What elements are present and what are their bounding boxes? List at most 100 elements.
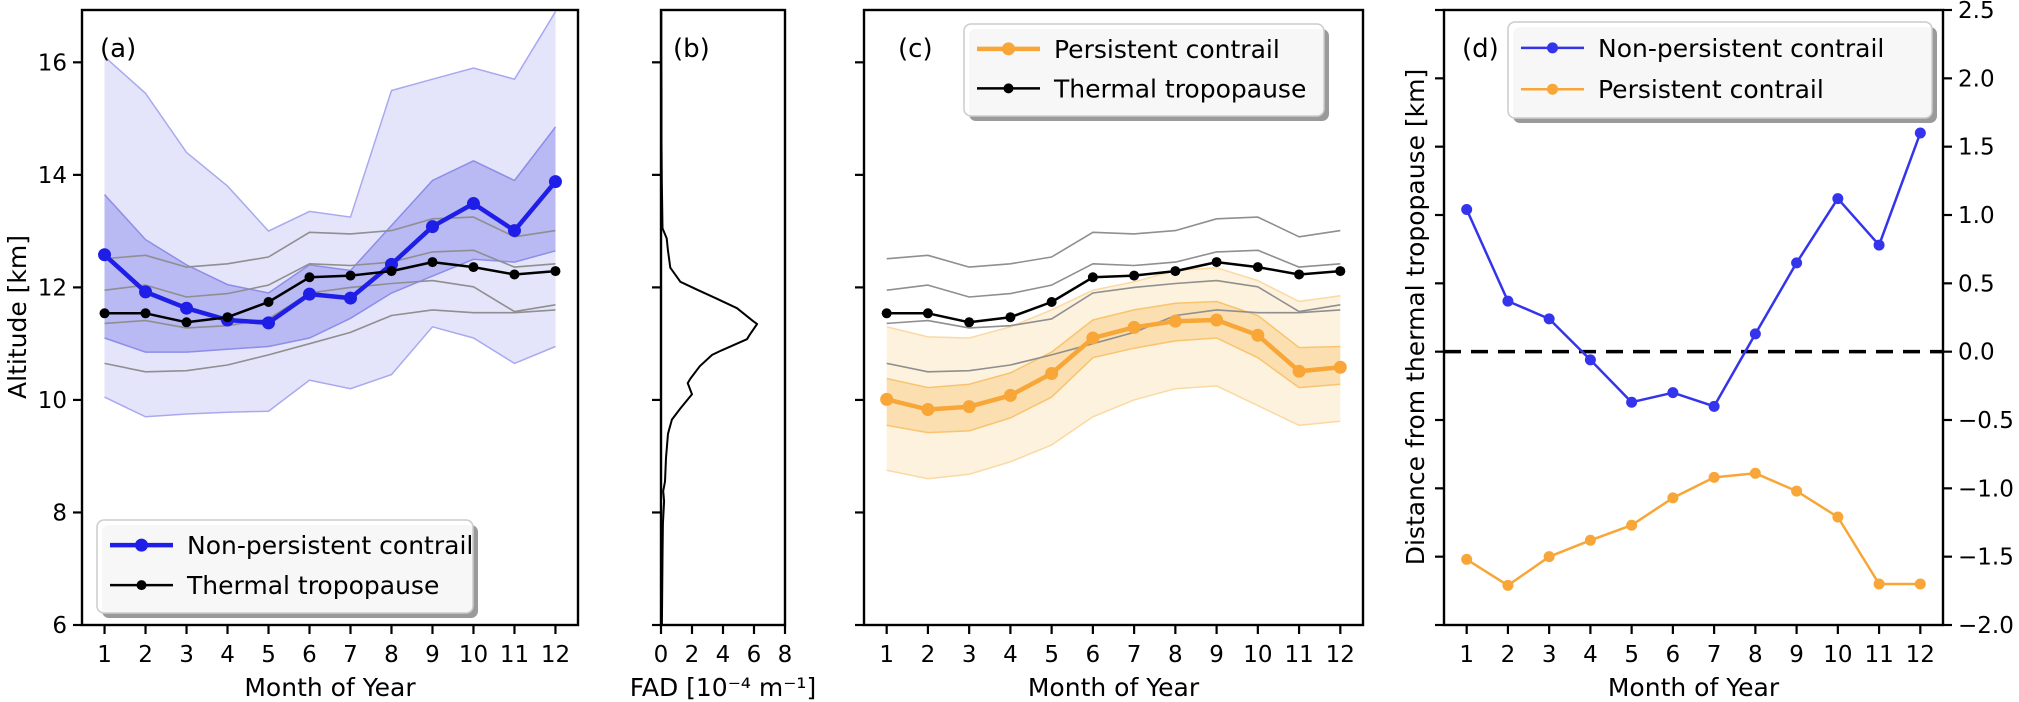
persistent-contrail-5-95-band-bottom-edge — [886, 385, 1341, 480]
y-tick-label: 2.0 — [1958, 66, 1995, 92]
persistent-contrail-line-marker — [1045, 366, 1059, 380]
x-axis-label: FAD [10⁻⁴ m⁻¹] — [630, 673, 816, 702]
thermal-tropopause-line-marker — [1252, 262, 1263, 273]
legend-label-non-persistent-contrail: Non-persistent contrail — [1598, 34, 1884, 63]
x-tick-label: 10 — [1243, 642, 1272, 668]
x-tick-label: 8 — [1168, 642, 1183, 668]
persistent-contrail-line-marker — [1626, 519, 1638, 531]
thermal-tropopause-line-marker — [881, 308, 892, 319]
x-tick-label: 2 — [685, 642, 700, 668]
thermal-tropopause-line — [886, 260, 1341, 324]
x-tick-label: 1 — [97, 642, 112, 668]
thermal-tropopause-line-marker — [140, 308, 151, 319]
panel-d-distance-from-tropopause: 1 2 3 4 5 6 7 8 9 10 11 122.52.01.51.00.50.0−0.5−1.… — [1401, 0, 2014, 702]
non-persistent-contrail-line-marker — [262, 316, 276, 330]
y-tick-label: 0.0 — [1958, 340, 1995, 366]
x-tick-label: 1 — [879, 642, 894, 668]
y-tick-label: 1.5 — [1958, 135, 1995, 161]
non-persistent-contrail-line-marker — [180, 301, 194, 315]
thermal-tropopause-percentile-lines — [886, 279, 1341, 329]
persistent-contrail-line-marker — [1502, 579, 1514, 591]
x-tick-label: 5 — [1624, 642, 1639, 668]
non-persistent-contrail-line-marker — [1502, 295, 1514, 307]
persistent-contrail-5-95-band-top-edge — [886, 266, 1341, 339]
x-tick-label: 4 — [1583, 642, 1598, 668]
thermal-tropopause-line — [104, 260, 556, 324]
y-tick-label: −0.5 — [1958, 408, 2014, 434]
thermal-tropopause-line-marker — [922, 308, 933, 319]
x-tick-label: 7 — [1127, 642, 1142, 668]
x-tick-label: 11 — [1284, 642, 1313, 668]
x-axis-label: Month of Year — [244, 673, 416, 702]
x-tick-label: 4 — [220, 642, 235, 668]
legend-sample-marker-thermal-tropopause — [136, 580, 147, 591]
y-axis-label: Distance from thermal tropopause [km] — [1401, 69, 1430, 566]
non-persistent-contrail-line-marker — [1626, 396, 1638, 408]
persistent-contrail-line-marker — [1251, 328, 1265, 342]
y-tick-label: 8 — [52, 500, 67, 526]
non-persistent-contrail-line-marker — [1667, 387, 1679, 399]
persistent-contrail-line — [1466, 472, 1921, 587]
persistent-contrail-line-marker — [1461, 553, 1473, 565]
persistent-contrail-line-marker — [1292, 364, 1306, 378]
legend-sample-marker-persistent-contrail — [1002, 42, 1015, 56]
x-tick-label: 3 — [179, 642, 194, 668]
x-tick-label: 2 — [921, 642, 936, 668]
persistent-contrail-line-marker — [1210, 313, 1224, 327]
persistent-contrail-line-marker — [1914, 578, 1926, 590]
plot-area — [880, 216, 1347, 480]
x-tick-label: 7 — [343, 642, 358, 668]
non-persistent-contrail-5-95-band-bottom-edge — [104, 325, 556, 418]
persistent-contrail-line-marker — [880, 392, 894, 406]
x-tick-label: 1 — [1459, 642, 1474, 668]
non-persistent-contrail-line-marker — [507, 224, 521, 238]
persistent-contrail-line-marker — [1832, 511, 1844, 523]
persistent-contrail-line-marker — [1667, 492, 1679, 504]
thermal-tropopause-line-marker — [1129, 270, 1140, 281]
non-persistent-contrail-line-marker — [139, 285, 153, 299]
non-persistent-contrail-line-marker — [1749, 328, 1761, 340]
y-tick-label: 14 — [38, 163, 67, 189]
non-persistent-contrail-line-marker — [425, 220, 439, 234]
axes-spines — [80, 8, 580, 627]
x-tick-label: 9 — [425, 642, 440, 668]
persistent-contrail-line-marker — [1333, 360, 1347, 374]
x-tick-label: 11 — [500, 642, 529, 668]
x-tick-label: 4 — [716, 642, 731, 668]
legend-box — [96, 519, 474, 614]
thermal-tropopause-line-marker — [222, 312, 233, 323]
non-persistent-contrail-line-marker — [98, 248, 112, 262]
axes-spines — [862, 8, 1365, 627]
fad-vertical-profile — [661, 11, 759, 625]
axes-spines — [659, 8, 787, 627]
thermal-tropopause-line-marker — [386, 266, 397, 277]
legend-label-thermal-tropopause: Thermal tropopause — [1053, 74, 1306, 103]
thermal-tropopause-line-marker — [1170, 266, 1181, 277]
axes-spines — [1442, 8, 1945, 627]
non-persistent-contrail-line-marker — [1584, 354, 1596, 366]
x-axis-label: Month of Year — [1608, 673, 1780, 702]
thermal-tropopause-percentile-lines — [886, 309, 1341, 373]
non-persistent-contrail-25-75-band — [104, 127, 556, 353]
non-persistent-contrail-line-marker — [548, 175, 562, 189]
x-tick-label: 6 — [747, 642, 762, 668]
legend-label-persistent-contrail: Persistent contrail — [1598, 75, 1824, 104]
legend-box — [1507, 21, 1933, 119]
non-persistent-contrail-line — [102, 180, 558, 326]
thermal-tropopause-line-marker — [468, 262, 479, 273]
panel-letter-label: (c) — [898, 34, 933, 64]
y-tick-label: −1.0 — [1958, 476, 2014, 502]
non-persistent-contrail-line-marker — [1543, 313, 1555, 325]
thermal-tropopause-line-marker — [1335, 266, 1346, 277]
x-tick-label: 4 — [1003, 642, 1018, 668]
thermal-tropopause-line-marker — [427, 257, 438, 268]
thermal-tropopause-line-marker — [550, 266, 561, 277]
plot-area — [98, 11, 562, 418]
legend-label-thermal-tropopause: Thermal tropopause — [186, 571, 439, 600]
thermal-tropopause-percentile-lines — [104, 279, 556, 329]
x-tick-label: 2 — [1501, 642, 1516, 668]
x-tick-label: 6 — [1086, 642, 1101, 668]
